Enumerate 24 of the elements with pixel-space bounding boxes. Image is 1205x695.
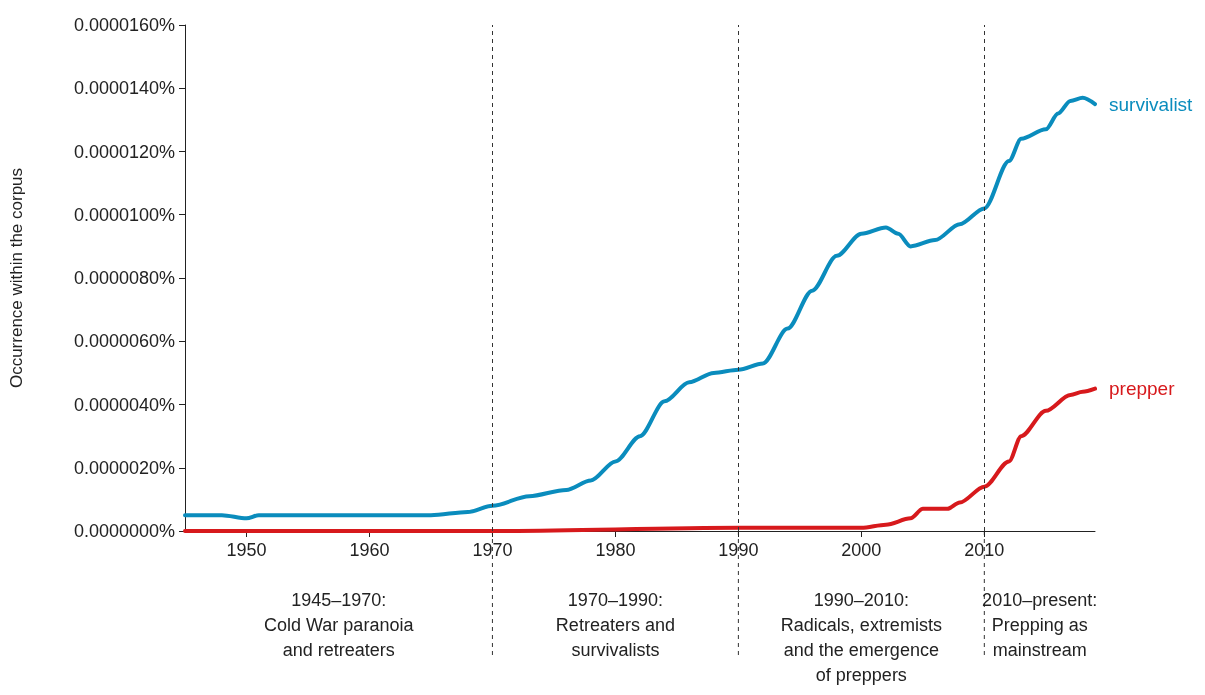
y-tick-label: 0.0000080% [73,268,175,288]
x-tick-label: 1960 [349,540,390,560]
x-tick-label: 1990 [718,540,759,560]
y-tick-label: 0.0000120% [73,141,175,162]
y-tick-label: 0.0000160% [73,15,175,35]
y-tick-label: 0.0000100% [73,204,175,225]
y-tick-label: 0.0000000% [73,521,175,541]
line-series [183,95,1097,521]
y-tick-label: 0.0000140% [73,78,175,99]
text: 1970–1990: Retreaters and survivalists [555,589,675,660]
x-tick-label: 1980 [595,540,636,560]
text: 1990–2010: Radicals, extremists and the emergence of preppers [780,589,942,685]
y-tick-label: 0.0000060% [73,331,175,352]
y-axis-title: Occurrence within the corpus [7,167,26,389]
text: 2010–present: Prepping as mainstream [982,589,1098,660]
y-tick-label: 0.0000020% [73,457,175,478]
x-tick-label: 1970 [472,540,513,560]
y-tick-label: 0.0000040% [73,394,175,415]
series-label: survivalist [1109,93,1194,115]
x-tick-label: 2010 [964,540,1005,560]
x-tick-label: 2000 [841,540,882,560]
text: 1945–1970: Cold War paranoia and retreaters [264,589,415,660]
series-label: prepper [1109,378,1176,400]
x-tick-label: 1950 [226,540,267,560]
